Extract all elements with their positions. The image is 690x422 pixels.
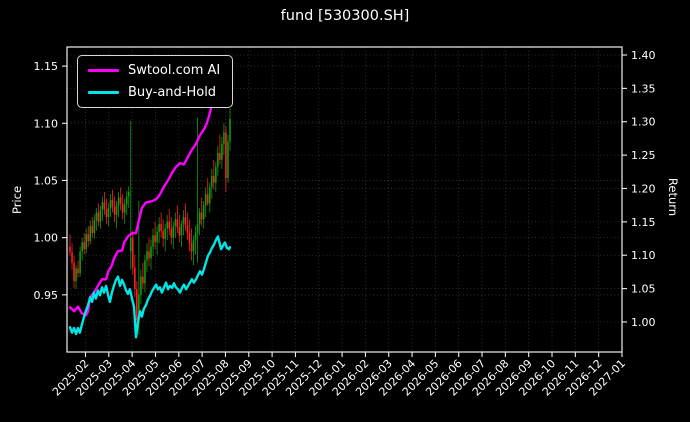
legend-item-swtool-ai: Swtool.com AI — [88, 63, 220, 78]
swtool-ai-line-swatch — [88, 69, 119, 72]
buy-and-hold-line-swatch — [88, 91, 119, 94]
plot-frame — [66, 46, 623, 353]
svg-text:1.00: 1.00 — [34, 232, 59, 245]
svg-text:1.25: 1.25 — [631, 149, 656, 162]
svg-text:0.95: 0.95 — [34, 289, 59, 302]
chart-title: fund [530300.SH] — [280, 8, 410, 24]
legend-label-buy-and-hold: Buy-and-Hold — [128, 85, 217, 100]
svg-text:1.05: 1.05 — [34, 174, 59, 187]
svg-text:1.15: 1.15 — [631, 216, 656, 229]
series-line-buy-and-hold — [68, 235, 232, 339]
legend-item-buy-and-hold: Buy-and-Hold — [88, 85, 220, 100]
svg-text:1.40: 1.40 — [631, 49, 656, 62]
svg-text:1.20: 1.20 — [631, 182, 656, 195]
price-axis-title: Price — [10, 185, 24, 215]
svg-text:1.15: 1.15 — [34, 60, 59, 73]
gridlines — [67, 47, 623, 352]
legend: Swtool.com AI Buy-and-Hold — [77, 55, 234, 108]
svg-text:1.10: 1.10 — [631, 249, 656, 262]
svg-text:1.35: 1.35 — [631, 82, 656, 95]
svg-text:1.00: 1.00 — [631, 316, 656, 329]
legend-label-swtool-ai: Swtool.com AI — [128, 63, 221, 78]
svg-text:1.10: 1.10 — [34, 117, 59, 130]
svg-text:1.30: 1.30 — [631, 116, 656, 129]
return-axis-title: Return — [666, 177, 680, 217]
svg-text:1.05: 1.05 — [631, 283, 656, 296]
candlestick-series — [69, 108, 231, 338]
